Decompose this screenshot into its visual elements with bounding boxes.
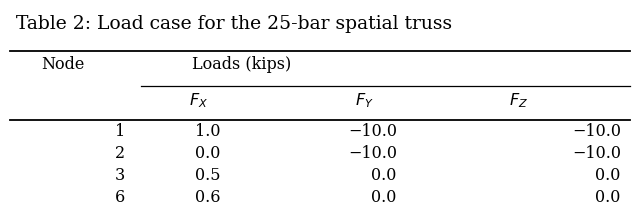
Text: 3: 3 bbox=[115, 167, 125, 184]
Text: $F_Z$: $F_Z$ bbox=[509, 91, 528, 110]
Text: 0.6: 0.6 bbox=[195, 189, 221, 206]
Text: 0.5: 0.5 bbox=[195, 167, 221, 184]
Text: $F_Y$: $F_Y$ bbox=[355, 91, 374, 110]
Text: −10.0: −10.0 bbox=[572, 145, 621, 162]
Text: 0.0: 0.0 bbox=[371, 189, 397, 206]
Text: −10.0: −10.0 bbox=[572, 123, 621, 140]
Text: 6: 6 bbox=[115, 189, 125, 206]
Text: 0.0: 0.0 bbox=[595, 167, 621, 184]
Text: Loads (kips): Loads (kips) bbox=[192, 56, 291, 73]
Text: 1: 1 bbox=[115, 123, 125, 140]
Text: Table 2: Load case for the 25-bar spatial truss: Table 2: Load case for the 25-bar spatia… bbox=[16, 15, 452, 33]
Text: −10.0: −10.0 bbox=[348, 145, 397, 162]
Text: −10.0: −10.0 bbox=[348, 123, 397, 140]
Text: $F_X$: $F_X$ bbox=[189, 91, 208, 110]
Text: 0.0: 0.0 bbox=[195, 145, 221, 162]
Text: 0.0: 0.0 bbox=[371, 167, 397, 184]
Text: 0.0: 0.0 bbox=[595, 189, 621, 206]
Text: Node: Node bbox=[42, 56, 85, 73]
Text: 1.0: 1.0 bbox=[195, 123, 221, 140]
Text: 2: 2 bbox=[115, 145, 125, 162]
